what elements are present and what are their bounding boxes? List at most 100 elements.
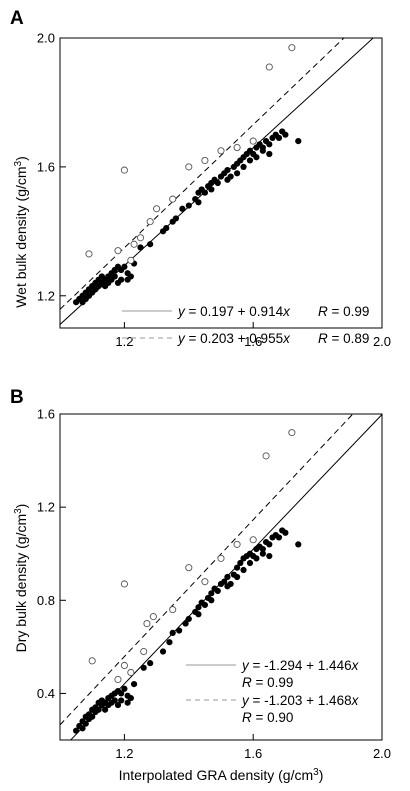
data-point-filled [79,725,86,732]
data-point-open [153,205,161,213]
data-point-open [233,144,241,152]
data-point-filled [82,720,89,727]
data-point-filled [259,550,266,557]
data-point-filled [130,681,138,688]
legend-entry: y = 0.203 + 0.955x R = 0.89 [122,331,369,346]
data-point-filled [89,713,96,720]
data-point-open [288,44,296,52]
data-point-filled [201,601,208,609]
data-point-filled [111,273,118,280]
data-point-filled [182,620,189,627]
data-point-filled [208,597,215,604]
y-tick-label: 0.8 [37,593,55,608]
data-point-open [262,452,270,460]
data-point-open [127,256,135,264]
data-point-open [130,240,138,248]
data-point-filled [246,559,254,567]
legend-entry: y = -1.294 + 1.446x R = 0.99 [186,658,360,690]
x-tick-label: 2.0 [373,334,391,349]
data-point-filled [240,566,247,574]
data-point-filled [259,545,266,553]
data-point-open [185,564,193,572]
data-point-filled [166,639,173,646]
plot-frame-a [59,37,383,329]
panel-a: A 1.2 1.6 2.0 1.2 1.6 2.0 Wet bulk density (g… [10,8,391,350]
data-point-filled [179,205,186,212]
data-point-filled [163,225,170,232]
legend-text: y = 0.203 + 0.955x R = 0.89 [177,331,369,346]
x-tick-label: 1.6 [244,334,262,349]
data-point-open [233,540,241,548]
data-point-filled [172,215,180,222]
data-point-filled [140,664,147,671]
data-point-filled [95,706,102,713]
data-point-filled [266,141,273,148]
data-point-open [185,163,193,171]
data-point-open [120,661,128,670]
data-point-filled [185,202,192,209]
data-point-filled [240,163,247,170]
fit-line-dashed [60,38,345,310]
data-points-a [73,44,302,306]
data-point-filled [214,179,221,187]
data-point-filled [224,176,231,183]
data-point-filled [259,147,266,154]
data-point-filled [127,273,134,280]
data-point-filled [147,660,154,667]
ticks-a: 1.2 1.6 2.0 1.2 1.6 2.0 [37,31,391,350]
legend-text: y = -1.294 + 1.446x [241,658,360,673]
data-point-open [136,234,145,242]
panel-b: B 1.2 1.6 2.0 0.4 0.8 1.2 1.6 Dry bulk density… [10,387,391,783]
x-tick-label: 1.2 [115,746,133,761]
data-point-filled [101,706,109,713]
data-point-filled [221,578,228,585]
data-point-open [149,613,157,621]
data-point-filled [224,573,231,581]
data-point-filled [282,131,289,138]
x-tick-label: 1.2 [115,334,133,349]
data-point-filled [73,727,80,734]
x-tick-label: 2.0 [373,746,391,761]
data-point-filled [114,701,122,709]
data-point-open [169,195,177,203]
legend-r-text: R = 0.99 [242,675,293,690]
data-points-b [73,429,302,734]
y-tick-label: 0.4 [37,686,55,701]
data-point-filled [159,648,167,655]
data-point-filled [295,138,302,145]
y-tick-label: 1.2 [37,500,55,515]
data-point-filled [266,541,273,548]
legend-entry: y = 0.197 + 0.914x R = 0.99 [122,304,369,319]
data-point-open [265,63,273,71]
fit-line-dashed [60,414,354,726]
data-point-open [143,620,151,628]
x-axis-label-b: Interpolated GRA density (g/cm3) [119,767,324,783]
data-point-filled [266,552,273,560]
data-point-open [169,606,177,614]
data-point-open [146,218,154,226]
data-point-filled [111,697,118,704]
data-point-filled [234,564,241,571]
legend-a: y = 0.197 + 0.914x R = 0.99 y = 0.203 + 0… [122,304,369,346]
data-point-open [140,647,148,656]
data-point-filled [295,541,302,548]
ticks-b: 1.2 1.6 2.0 0.4 0.8 1.2 1.6 [37,407,391,762]
plot-frame-b [59,413,383,741]
data-point-filled [124,699,131,706]
data-point-filled [253,555,260,562]
panel-label-b: B [10,387,24,408]
data-point-open [114,247,122,255]
data-point-filled [195,604,202,611]
data-point-filled [275,134,283,141]
data-point-open [201,156,209,164]
data-point-filled [176,627,183,634]
data-point-filled [127,694,134,702]
data-point-open [85,250,93,258]
data-point-open [201,578,209,586]
data-point-filled [224,583,231,590]
data-point-filled [195,611,202,618]
y-tick-label: 1.6 [37,159,55,174]
data-point-filled [121,685,128,692]
data-point-open [114,675,122,684]
data-point-filled [266,150,273,158]
